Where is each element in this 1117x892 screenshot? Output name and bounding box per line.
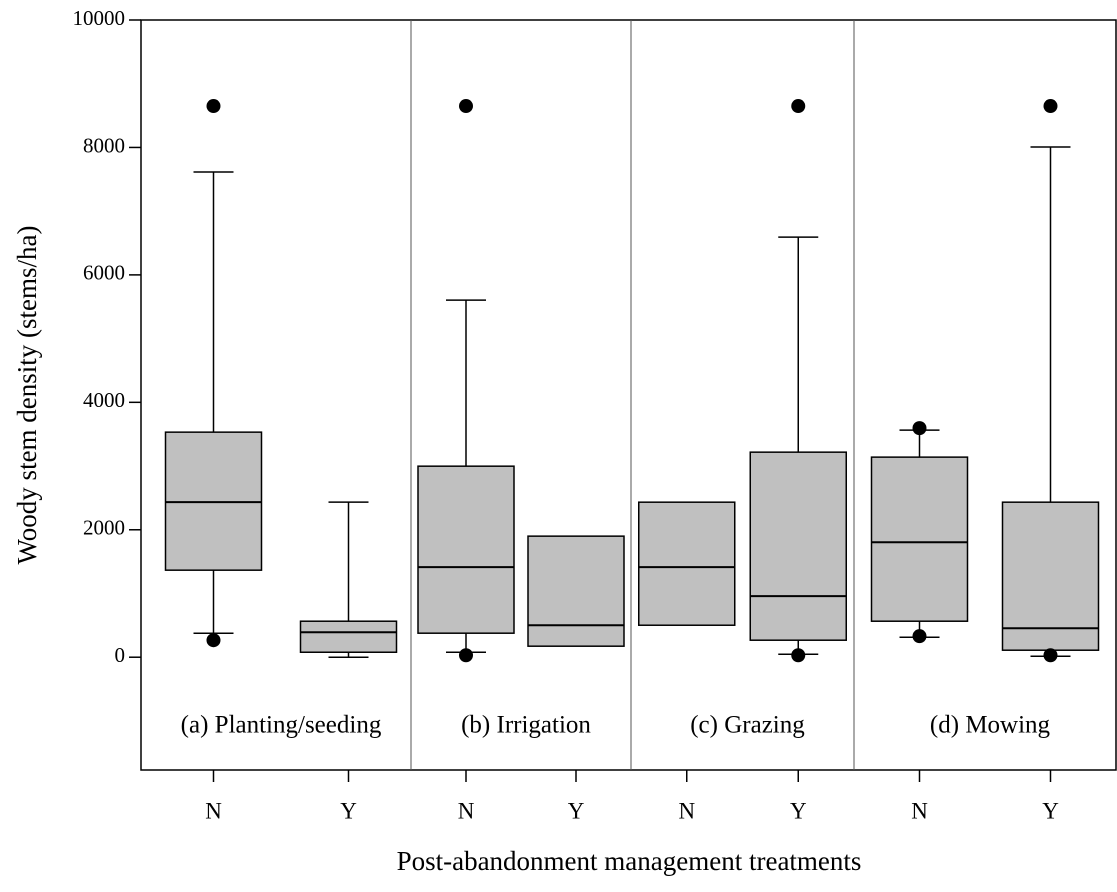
box: [299, 620, 398, 653]
box: [417, 465, 515, 634]
panel-label: (c) Grazing: [690, 712, 805, 739]
x-tick-label: Y: [340, 798, 357, 823]
outlier: [912, 421, 927, 436]
y-tick-label: 4000: [83, 388, 125, 412]
box: [870, 456, 969, 622]
outlier: [1043, 99, 1058, 114]
box: [164, 431, 263, 571]
y-axis-label: Woody stem density (stems/ha): [12, 225, 42, 564]
box: [527, 535, 625, 647]
y-tick-label: 0: [115, 643, 126, 667]
y-tick-label: 8000: [83, 133, 125, 157]
outlier: [459, 648, 473, 663]
x-tick-label: N: [911, 798, 928, 823]
plot-frame: [140, 19, 1117, 771]
x-tick-label: Y: [1042, 798, 1059, 823]
outlier: [1043, 648, 1058, 663]
x-tick-label: Y: [790, 798, 807, 823]
outlier: [912, 629, 927, 644]
x-axis-label: Post-abandonment management treatments: [397, 846, 862, 876]
outlier: [791, 648, 806, 663]
x-tick-label: N: [458, 798, 475, 823]
outlier: [206, 633, 221, 648]
outlier: [791, 99, 806, 114]
outlier: [459, 99, 473, 114]
x-tick-label: N: [678, 798, 695, 823]
box: [749, 451, 847, 641]
x-tick-label: N: [205, 798, 222, 823]
box: [1001, 501, 1100, 651]
y-tick-label: 10000: [73, 6, 126, 30]
panel-label: (b) Irrigation: [461, 712, 591, 739]
panel-label: (d) Mowing: [930, 712, 1051, 739]
box: [638, 501, 736, 626]
y-tick-label: 2000: [83, 516, 125, 540]
x-tick-label: Y: [568, 798, 585, 823]
y-tick-label: 6000: [83, 261, 125, 285]
outlier: [206, 99, 221, 114]
panel-label: (a) Planting/seeding: [181, 712, 382, 739]
